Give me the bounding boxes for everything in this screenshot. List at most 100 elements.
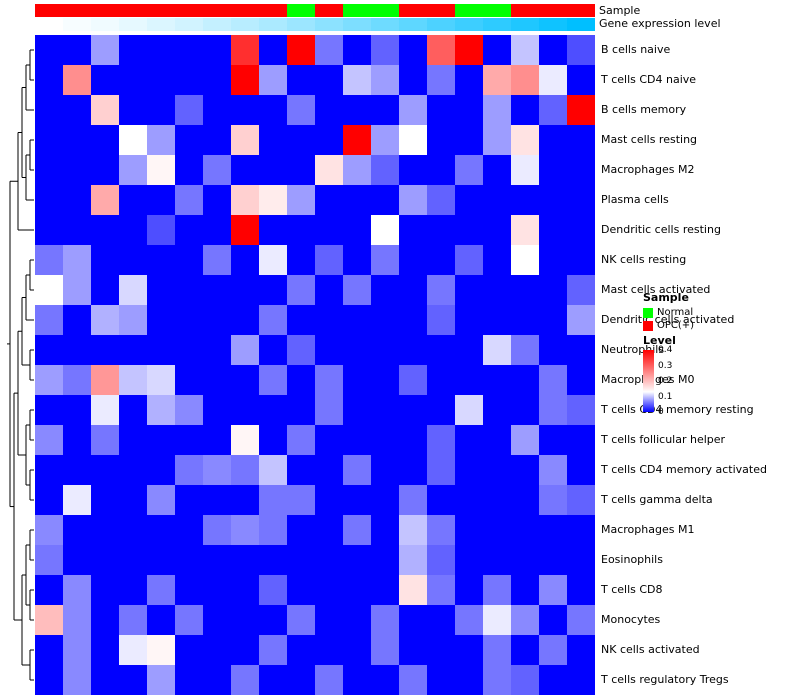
heatmap-cell [315,155,343,185]
row-label: Plasma cells [601,193,669,206]
heatmap-cell [483,665,511,695]
heatmap-cell [63,575,91,605]
heatmap-cell [483,185,511,215]
expression-annotation-segment [119,18,147,31]
heatmap-cell [371,125,399,155]
heatmap-cell [511,635,539,665]
heatmap-cell [147,245,175,275]
heatmap-cell [91,515,119,545]
heatmap-cell [315,665,343,695]
heatmap-cell [203,425,231,455]
heatmap-cell [315,635,343,665]
heatmap-cell [427,275,455,305]
heatmap-cell [175,635,203,665]
heatmap-cell [539,665,567,695]
heatmap-cell [567,485,595,515]
heatmap-cell [147,665,175,695]
heatmap-cell [455,395,483,425]
expression-annotation-segment [567,18,595,31]
heatmap-cell [119,335,147,365]
heatmap-cell [119,425,147,455]
expression-annotation-segment [483,18,511,31]
heatmap-cell [511,35,539,65]
heatmap-cell [399,155,427,185]
heatmap-cell [455,575,483,605]
heatmap-cell [399,305,427,335]
heatmap-cell [511,275,539,305]
heatmap-cell [539,305,567,335]
heatmap-cell [287,395,315,425]
heatmap-cell [147,185,175,215]
sample-annotation-segment [315,4,343,17]
heatmap-cell [119,635,147,665]
expression-annotation-segment [35,18,63,31]
heatmap-cell [511,605,539,635]
sample-annotation-segment [343,4,371,17]
heatmap-cell [35,665,63,695]
legend-item-label: OPC(+) [657,320,695,331]
sample-annotation-segment [399,4,427,17]
heatmap-cell [91,155,119,185]
heatmap-cell [455,35,483,65]
heatmap-cell [259,335,287,365]
heatmap-cell [175,425,203,455]
heatmap-cell [567,275,595,305]
heatmap-cell [455,635,483,665]
heatmap-cell [483,155,511,185]
heatmap-cell [175,125,203,155]
row-label: T cells CD8 [601,583,663,596]
heatmap-cell [175,245,203,275]
heatmap-cell [399,545,427,575]
heatmap-cell [315,425,343,455]
heatmap-cell [203,485,231,515]
sample-annotation-segment [371,4,399,17]
heatmap-cell [511,455,539,485]
expression-annotation-segment [511,18,539,31]
heatmap-cell [483,95,511,125]
heatmap-cell [539,635,567,665]
heatmap-cell [315,455,343,485]
heatmap-cell [203,455,231,485]
heatmap-cell [455,605,483,635]
heatmap-cell [231,545,259,575]
heatmap-cell [231,35,259,65]
expression-annotation-segment [539,18,567,31]
heatmap-cell [231,335,259,365]
heatmap-cell [231,275,259,305]
heatmap-cell [427,305,455,335]
heatmap-cell [371,665,399,695]
heatmap-cell [539,35,567,65]
heatmap-cell [343,425,371,455]
heatmap-cell [315,575,343,605]
heatmap-cell [483,335,511,365]
heatmap-cell [427,365,455,395]
heatmap-cell [119,665,147,695]
heatmap-cell [567,35,595,65]
heatmap-cell [567,635,595,665]
heatmap-cell [175,485,203,515]
heatmap-cell [119,515,147,545]
sample-legend-item: OPC(+) [643,320,793,332]
heatmap-cell [259,575,287,605]
heatmap-cell [203,515,231,545]
heatmap-cell [427,35,455,65]
heatmap-cell [119,305,147,335]
level-legend: Level 0.4 0.3 0.2 0.1 0 [643,334,793,417]
heatmap-cell [231,65,259,95]
heatmap-cell [315,365,343,395]
heatmap-cell [175,65,203,95]
heatmap-cell [147,605,175,635]
heatmap-cell [147,155,175,185]
heatmap-cell [147,575,175,605]
heatmap-cell [203,635,231,665]
heatmap-cell [231,185,259,215]
row-label: Mast cells resting [601,133,698,146]
heatmap-cell [315,125,343,155]
heatmap-cell [35,485,63,515]
heatmap-cell [315,275,343,305]
heatmap-cell [203,305,231,335]
legend-color-swatch [643,308,653,318]
heatmap-cell [511,65,539,95]
heatmap-cell [287,335,315,365]
heatmap-cell [63,665,91,695]
